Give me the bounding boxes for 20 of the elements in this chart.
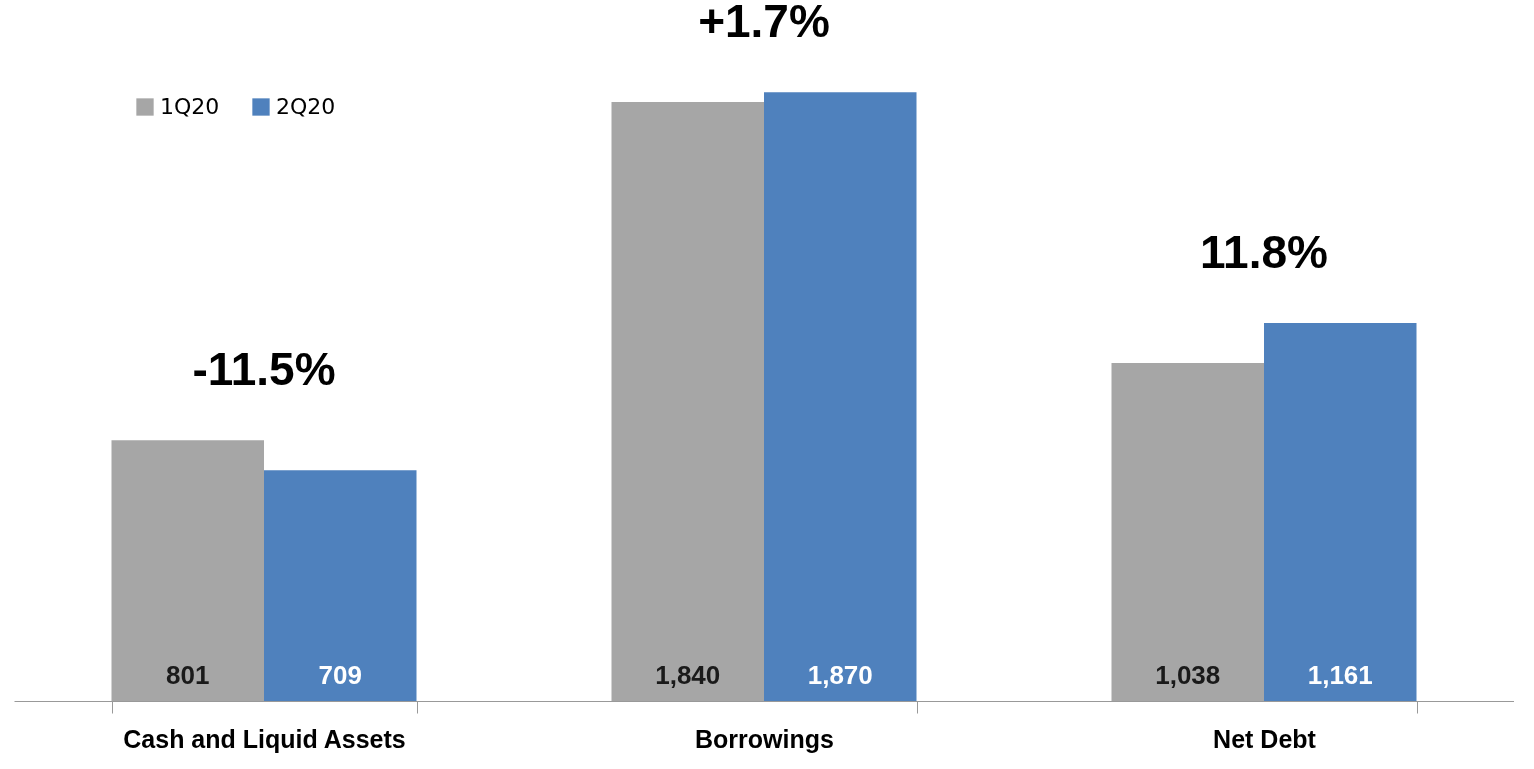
data-label: 1,161 bbox=[1307, 660, 1373, 690]
annotation: +1.7% bbox=[698, 0, 830, 48]
data-label: 1,840 bbox=[655, 660, 721, 690]
x-tick-label: Borrowings bbox=[695, 724, 834, 753]
annotation: -11.5% bbox=[192, 343, 336, 396]
legend-label: 2Q20 bbox=[276, 94, 336, 119]
bar bbox=[1264, 323, 1417, 701]
bar bbox=[1111, 363, 1264, 701]
bar bbox=[111, 440, 264, 701]
data-label: 709 bbox=[318, 660, 362, 690]
x-tick-label: Cash and Liquid Assets bbox=[123, 724, 406, 753]
annotation: 11.8% bbox=[1200, 226, 1328, 278]
data-label: 1,870 bbox=[807, 660, 873, 690]
data-label: 1,038 bbox=[1155, 660, 1221, 690]
bar bbox=[264, 470, 417, 701]
x-tick-label: Net Debt bbox=[1213, 724, 1317, 753]
bar bbox=[764, 92, 917, 701]
bar bbox=[611, 101, 764, 701]
data-label: 801 bbox=[166, 660, 210, 690]
legend-label: 1Q20 bbox=[160, 94, 220, 119]
